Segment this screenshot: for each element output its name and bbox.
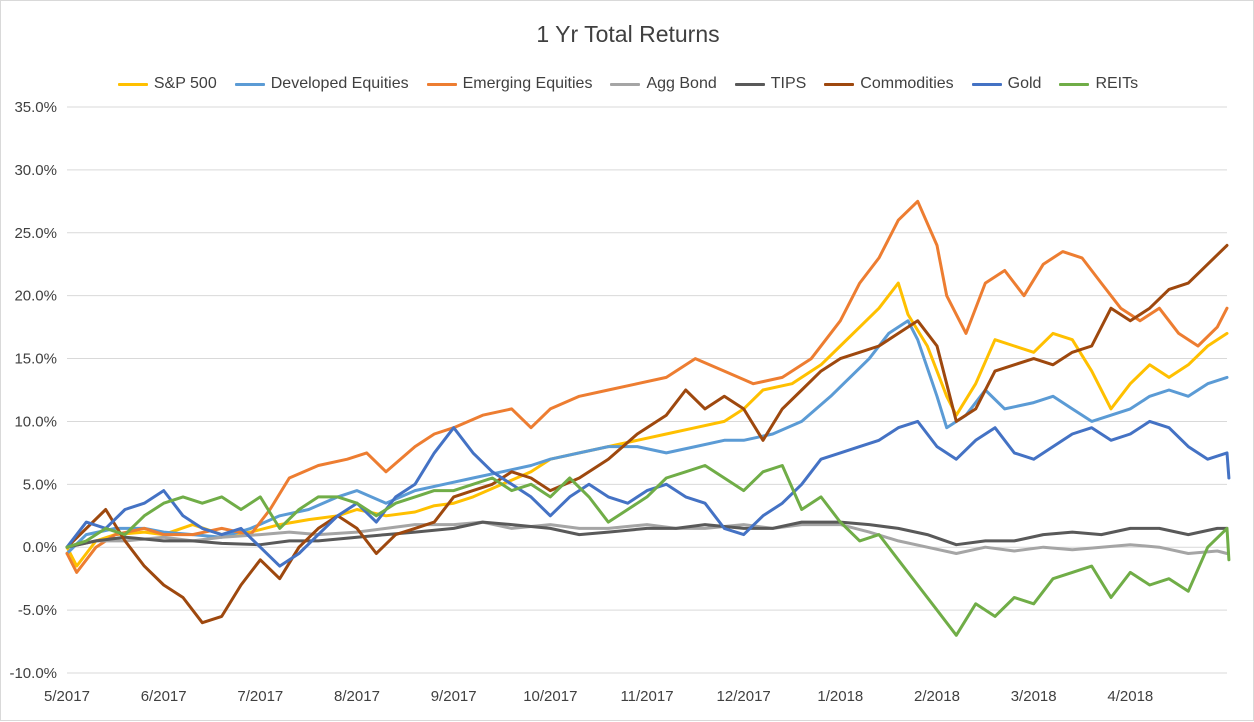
legend-label: TIPS — [770, 75, 807, 92]
y-tick-label: 25.0% — [14, 225, 57, 242]
legend-item: Emerging Equities — [426, 75, 593, 93]
legend-swatch — [734, 82, 765, 86]
legend-item: Developed Equities — [234, 75, 409, 93]
legend-swatch — [426, 82, 457, 86]
x-tick-label: 10/2017 — [523, 688, 577, 705]
series-line-agg-bond — [65, 520, 1229, 555]
legend: S&P 500 Developed Equities Emerging Equiti… — [1, 75, 1254, 93]
y-tick-label: 30.0% — [14, 162, 57, 179]
legend-swatch — [610, 82, 641, 86]
x-tick-label: 9/2017 — [431, 688, 477, 705]
x-tick-label: 11/2017 — [620, 688, 673, 705]
x-tick-label: 8/2017 — [334, 688, 380, 705]
y-tick-label: 10.0% — [14, 413, 57, 430]
chart-title: 1 Yr Total Returns — [536, 21, 720, 47]
series-line-tips — [65, 520, 1229, 549]
legend-label: Emerging Equities — [462, 75, 593, 92]
legend-item: S&P 500 — [117, 75, 217, 93]
y-tick-label: -10.0% — [9, 665, 57, 682]
x-tick-label: 1/2018 — [817, 688, 863, 705]
y-tick-label: 20.0% — [14, 288, 57, 305]
legend-label: REITs — [1095, 75, 1139, 92]
legend-label: Commodities — [860, 75, 954, 92]
legend-item: Commodities — [824, 75, 954, 93]
legend-swatch — [1059, 82, 1090, 86]
x-tick-label: 3/2018 — [1011, 688, 1057, 705]
legend-label: Developed Equities — [270, 75, 409, 92]
legend-item: Gold — [971, 75, 1042, 93]
x-tick-label: 4/2018 — [1107, 688, 1153, 705]
x-tick-label: 2/2018 — [914, 688, 960, 705]
series-line-s-p-500 — [65, 281, 1229, 568]
y-tick-label: -5.0% — [18, 602, 57, 619]
legend-item: REITs — [1059, 75, 1138, 93]
legend-item: TIPS — [734, 75, 807, 93]
legend-label: Agg Bond — [646, 75, 717, 92]
y-tick-label: 35.0% — [14, 99, 57, 116]
series-line-reits — [65, 464, 1231, 637]
legend-label: S&P 500 — [153, 75, 217, 92]
series-line-commodities — [65, 243, 1229, 625]
x-tick-label: 12/2017 — [717, 688, 771, 705]
x-tick-label: 5/2017 — [44, 688, 90, 705]
x-tick-label: 7/2017 — [237, 688, 283, 705]
series-line-emerging-equities — [65, 199, 1229, 574]
y-tick-label: 5.0% — [23, 476, 57, 493]
legend-swatch — [971, 82, 1002, 86]
legend-swatch — [234, 82, 265, 86]
legend-item: Agg Bond — [610, 75, 717, 93]
y-tick-label: 0.0% — [23, 539, 57, 556]
legend-swatch — [117, 82, 148, 86]
legend-swatch — [824, 82, 855, 86]
x-tick-label: 6/2017 — [141, 688, 187, 705]
legend-label: Gold — [1007, 75, 1042, 92]
y-tick-label: 15.0% — [14, 351, 57, 368]
series-line-developed-equities — [65, 319, 1229, 555]
